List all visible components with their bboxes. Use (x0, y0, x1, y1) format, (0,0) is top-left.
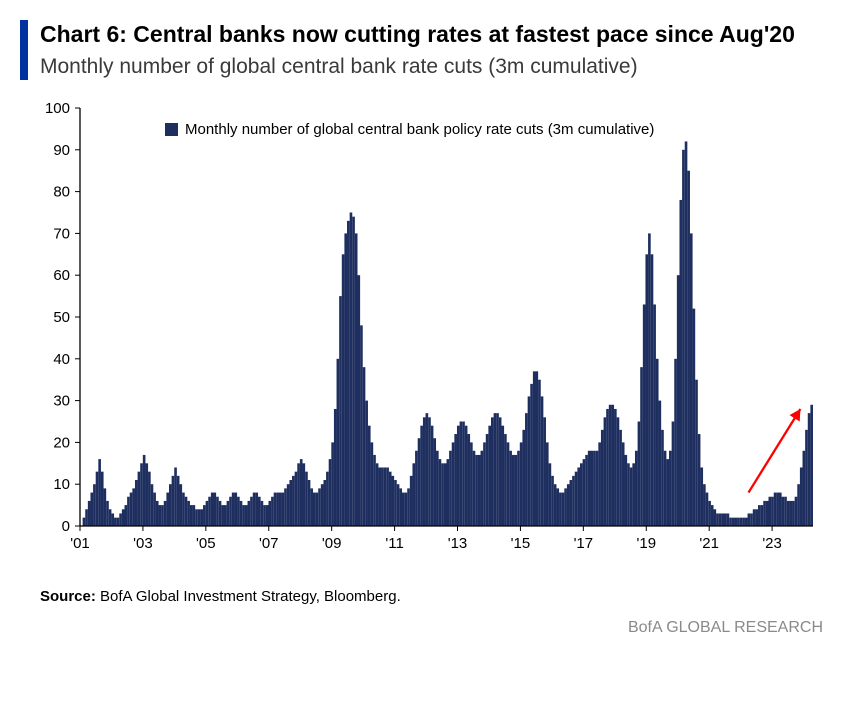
svg-text:70: 70 (53, 225, 70, 242)
source-label: Source: (40, 588, 96, 605)
source-text-value: BofA Global Investment Strategy, Bloombe… (100, 588, 401, 605)
svg-text:'21: '21 (699, 535, 719, 552)
svg-text:'11: '11 (385, 535, 403, 552)
svg-text:'13: '13 (448, 535, 468, 552)
source-line: Source: BofA Global Investment Strategy,… (40, 588, 833, 605)
svg-text:'19: '19 (636, 535, 656, 552)
bar-chart: 0 10 20 30 40 50 60 70 80 90 100 '01 '03 '05 '07 '09 '11… (30, 98, 825, 558)
chart-subtitle: Monthly number of global central bank ra… (40, 53, 833, 80)
chart-title: Chart 6: Central banks now cutting rates… (40, 20, 833, 49)
svg-text:20: 20 (53, 434, 70, 451)
svg-text:'09: '09 (322, 535, 342, 552)
chart-container: 0 10 20 30 40 50 60 70 80 90 100 '01 '03 '05 '07 '09 '11… (30, 98, 825, 558)
svg-text:'07: '07 (259, 535, 279, 552)
svg-text:Monthly number of global centr: Monthly number of global central bank po… (185, 121, 654, 138)
header-row: Chart 6: Central banks now cutting rates… (20, 20, 833, 80)
svg-text:60: 60 (53, 267, 70, 284)
svg-text:'15: '15 (511, 535, 531, 552)
svg-text:0: 0 (62, 518, 70, 535)
svg-text:'01: '01 (70, 535, 90, 552)
svg-text:90: 90 (53, 142, 70, 159)
accent-bar (20, 20, 28, 80)
svg-text:50: 50 (53, 309, 70, 326)
svg-text:'23: '23 (762, 535, 782, 552)
svg-text:'05: '05 (196, 535, 216, 552)
svg-text:'17: '17 (574, 535, 594, 552)
attribution: BofA GLOBAL RESEARCH (20, 619, 823, 637)
svg-text:30: 30 (53, 393, 70, 410)
svg-text:100: 100 (45, 100, 70, 117)
svg-text:10: 10 (53, 476, 70, 493)
svg-text:40: 40 (53, 351, 70, 368)
svg-text:'03: '03 (133, 535, 153, 552)
svg-text:80: 80 (53, 184, 70, 201)
